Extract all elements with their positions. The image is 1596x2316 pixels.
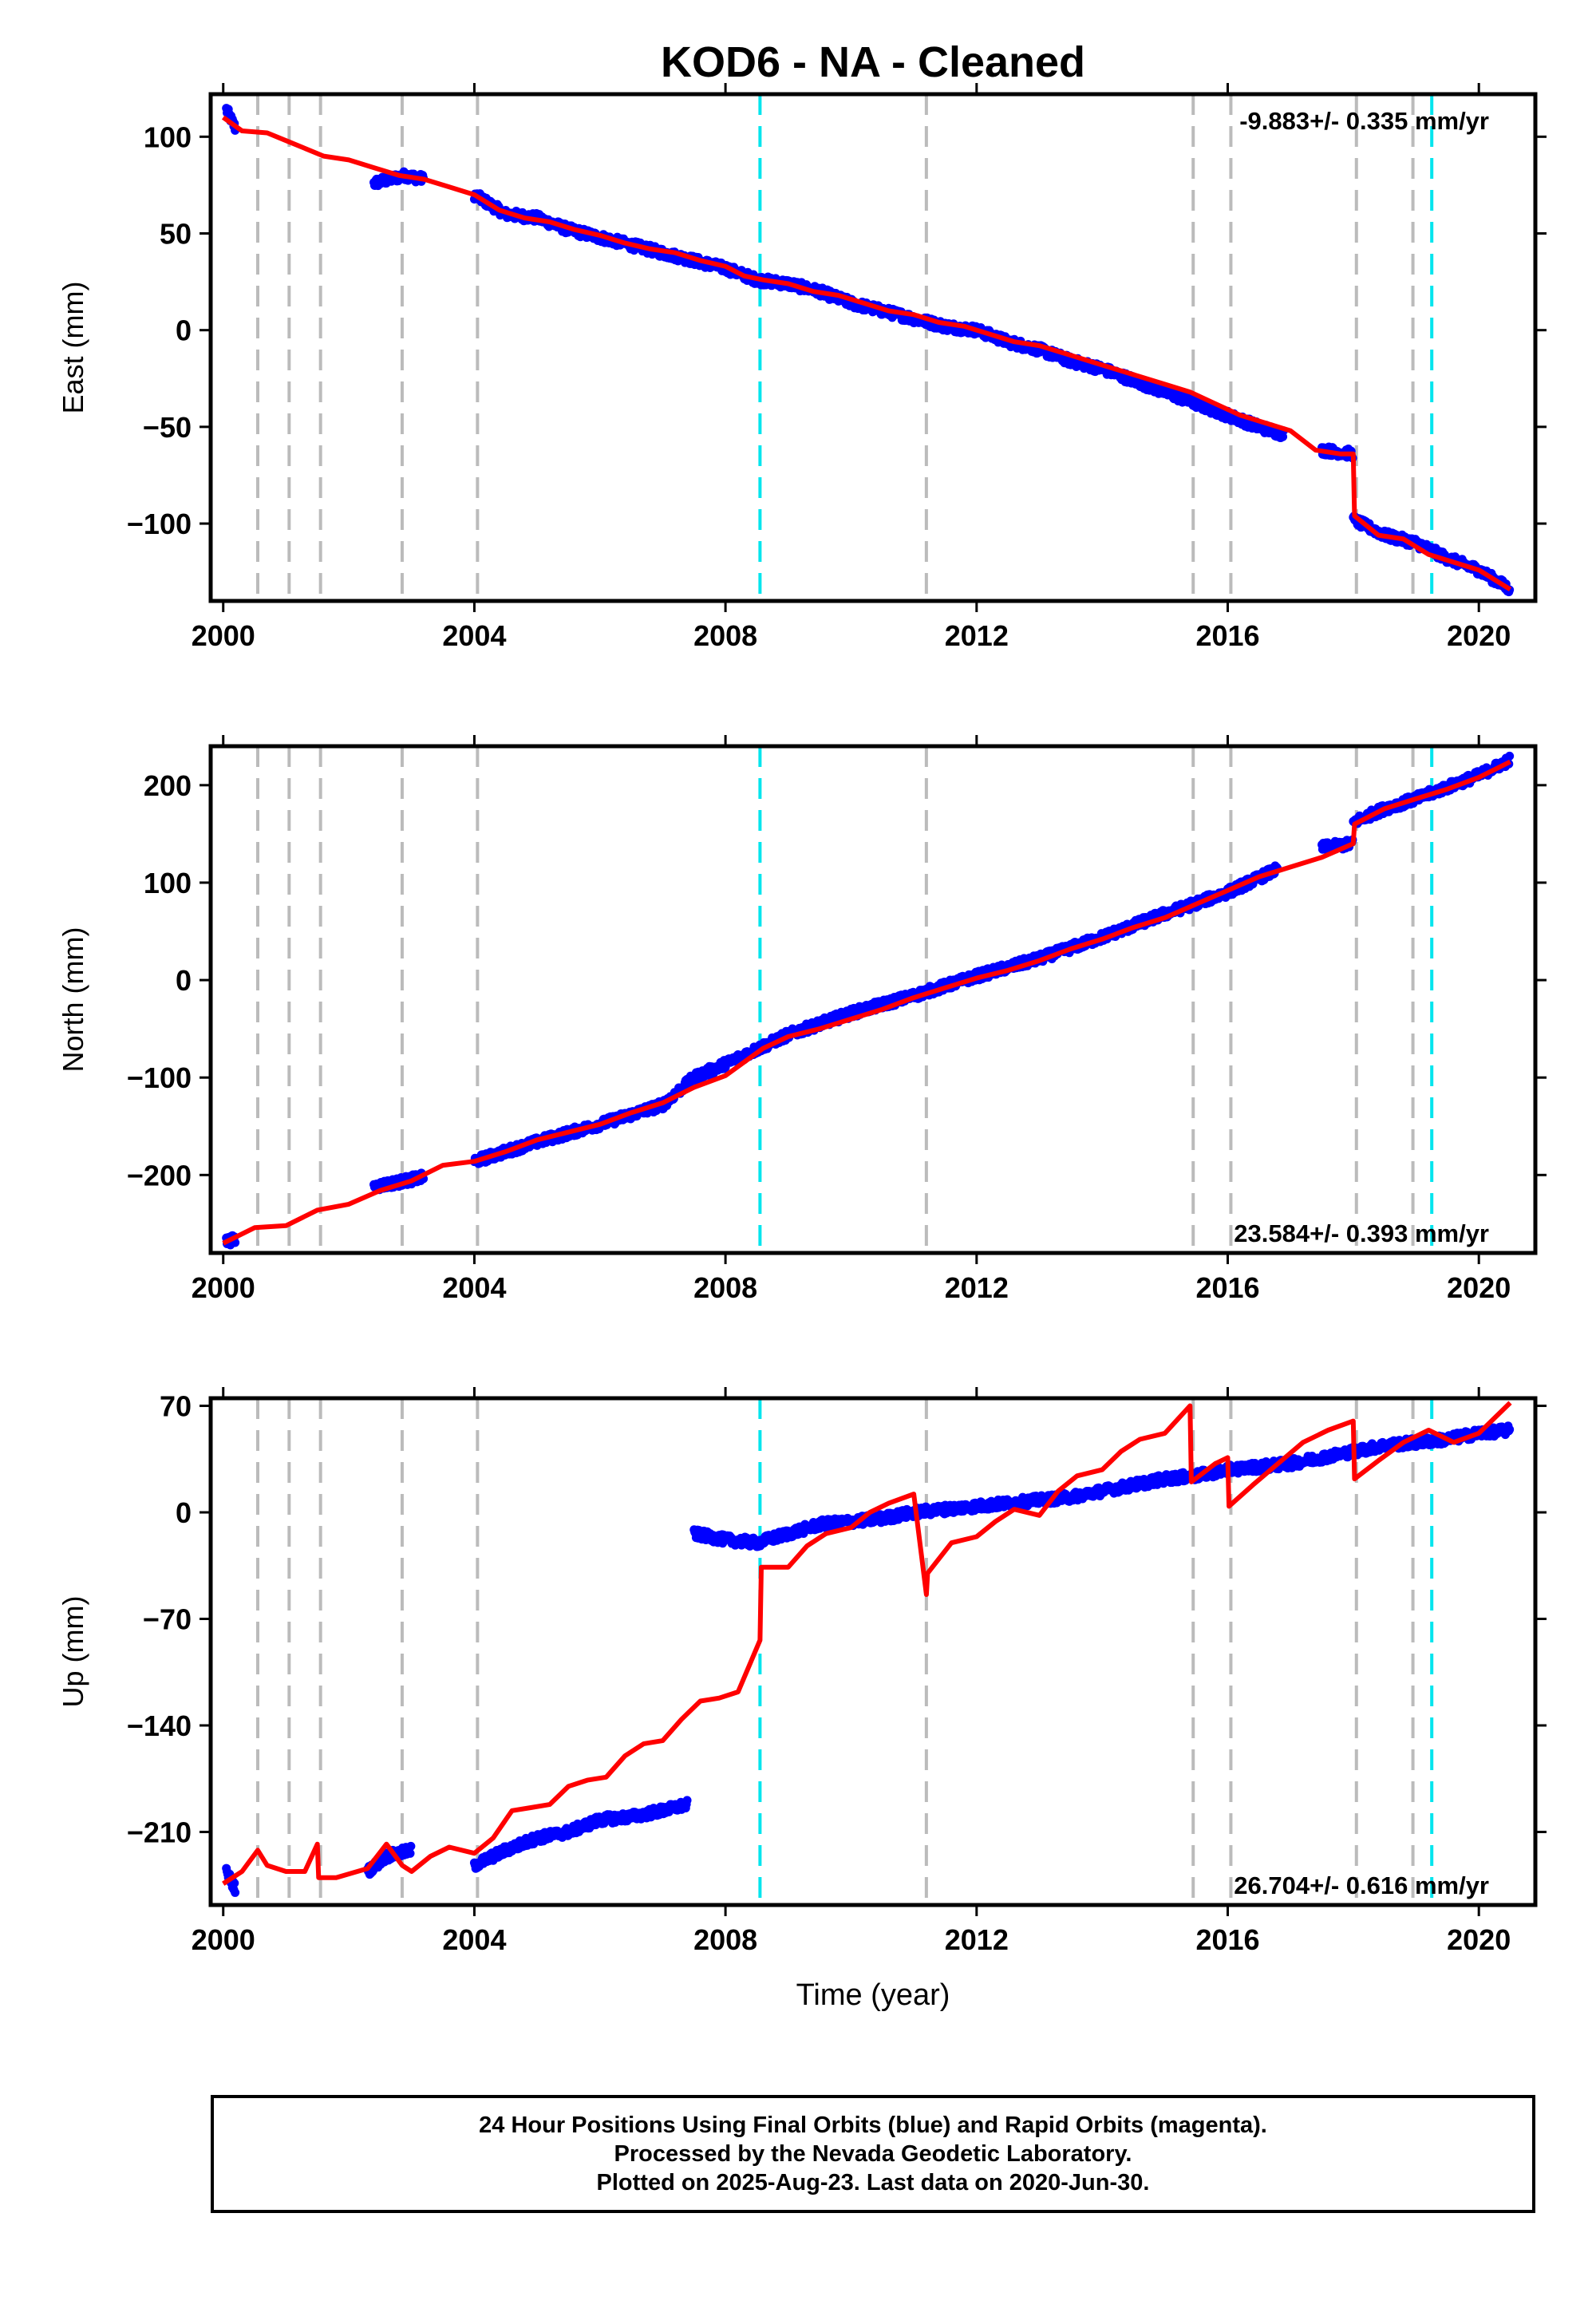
y-axis-title: East (mm) — [57, 282, 89, 414]
observed-point — [405, 1848, 415, 1858]
x-tick-label: 2012 — [945, 1923, 1009, 1956]
x-tick-label: 2016 — [1195, 1271, 1259, 1304]
rate-label: 26.704+/- 0.616 mm/yr — [1234, 1871, 1489, 1899]
y-tick-label: 100 — [144, 867, 192, 899]
y-axis-title: North (mm) — [57, 927, 89, 1073]
model-line — [222, 759, 1511, 1246]
x-tick-label: 2008 — [693, 1923, 757, 1956]
x-tick-label: 2008 — [693, 1271, 757, 1304]
panel-north: −200 −100 0 100 200 2000 2004 2008 2012 2016 2020 N… — [57, 735, 1547, 1304]
model-line — [221, 115, 1512, 592]
y-tick-label: −100 — [127, 508, 192, 540]
plot-area — [221, 104, 1515, 597]
y-tick-label: −140 — [127, 1709, 192, 1742]
footer-line-3: Plotted on 2025-Aug-23. Last data on 202… — [596, 2170, 1150, 2195]
x-tick-label: 2016 — [1195, 1923, 1259, 1956]
x-tick-label: 2004 — [442, 1271, 506, 1304]
footer-line-2: Processed by the Nevada Geodetic Laborat… — [614, 2141, 1132, 2167]
y-tick-label: −50 — [143, 411, 192, 444]
observed-point — [682, 1796, 692, 1805]
observed-point — [1505, 1425, 1515, 1434]
y-tick-label: 0 — [176, 314, 192, 347]
x-tick-label: 2020 — [1447, 1271, 1511, 1304]
y-tick-label: 50 — [160, 218, 192, 251]
x-tick-label: 2016 — [1195, 619, 1259, 652]
x-tick-label: 2020 — [1447, 619, 1511, 652]
y-tick-label: 70 — [160, 1390, 192, 1423]
y-tick-label: −100 — [127, 1061, 192, 1094]
y-tick-label: 100 — [144, 121, 192, 153]
x-tick-label: 2012 — [945, 619, 1009, 652]
y-tick-label: −70 — [143, 1603, 192, 1636]
observed-point — [406, 1841, 416, 1851]
x-tick-label: 2020 — [1447, 1923, 1511, 1956]
x-tick-label: 2000 — [192, 1271, 255, 1304]
panel-frame — [208, 92, 1538, 603]
footer-line-1: 24 Hour Positions Using Final Orbits (bl… — [479, 2112, 1267, 2138]
plot-area — [222, 1401, 1515, 1897]
plot-area — [222, 751, 1515, 1250]
panel-frame — [208, 744, 1538, 1255]
x-tick-label: 2000 — [192, 1923, 255, 1956]
x-tick-label: 2000 — [192, 619, 255, 652]
y-tick-label: −200 — [127, 1159, 192, 1192]
rate-label: 23.584+/- 0.393 mm/yr — [1234, 1219, 1489, 1247]
model-line — [222, 1401, 1512, 1886]
y-tick-label: 0 — [176, 964, 192, 997]
figure-title: KOD6 - NA - Cleaned — [661, 38, 1085, 86]
observed-point — [1505, 751, 1515, 761]
x-tick-label: 2008 — [693, 619, 757, 652]
rate-label: -9.883+/- 0.335 mm/yr — [1239, 107, 1489, 135]
observed-point — [231, 1887, 240, 1897]
x-axis-title: Time (year) — [796, 1978, 950, 2012]
x-tick-label: 2004 — [442, 1923, 506, 1956]
y-tick-label: 0 — [176, 1496, 192, 1529]
y-axis-title: Up (mm) — [57, 1596, 89, 1708]
x-tick-label: 2004 — [442, 619, 506, 652]
x-tick-label: 2012 — [945, 1271, 1009, 1304]
footer-box: 24 Hour Positions Using Final Orbits (bl… — [211, 2095, 1535, 2213]
y-tick-label: 200 — [144, 769, 192, 802]
panel-east: −100 −50 0 50 100 2000 2004 2008 2012 2016 2020 Eas… — [57, 83, 1547, 652]
panel-frame — [208, 1396, 1538, 1907]
observed-point — [230, 1879, 239, 1888]
panel-up: −210 −140 −70 0 70 2000 2004 2008 2012 2016 2020 Up… — [57, 1387, 1547, 1956]
y-tick-label: −210 — [127, 1816, 192, 1848]
